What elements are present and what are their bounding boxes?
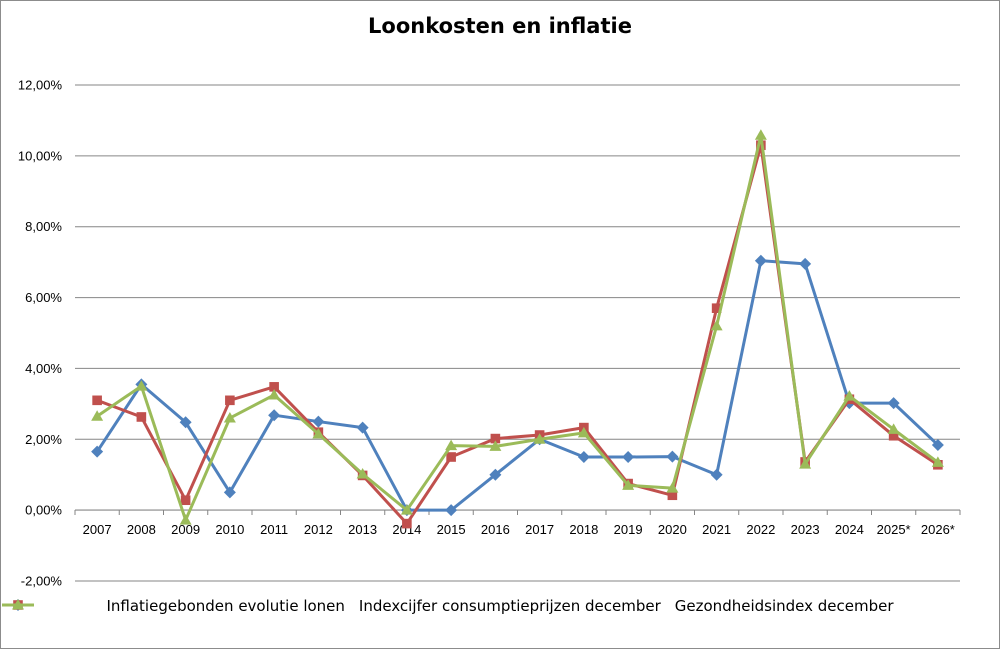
x-tick-label: 2008 [127,522,156,537]
data-point [754,129,767,140]
legend-item: Gezondheidsindex december [2,597,894,615]
data-point [312,427,325,439]
data-point [489,440,502,451]
y-tick-label: 4,00% [25,361,62,376]
x-tick-label: 2015 [437,522,466,537]
x-tick-label: 2026* [921,522,955,537]
data-point [223,412,236,423]
series-lines [91,129,944,529]
data-point [225,395,235,406]
data-point [710,319,723,331]
x-tick-label: 2020 [658,522,687,537]
data-point [180,495,191,506]
data-point [402,518,412,529]
data-point [489,468,502,481]
data-point [666,482,679,493]
x-tick-label: 2024 [835,522,864,537]
data-point [666,450,679,463]
x-tick-label: 2025* [877,522,911,537]
data-point [622,451,635,463]
x-tick-label: 2014 [392,522,421,537]
data-point [888,430,899,441]
data-point [887,397,900,410]
data-point [179,514,192,525]
x-tick-label: 2023 [791,522,820,537]
legend: Inflatiegebonden evolutie lonen Indexcijf… [0,597,1000,615]
legend-item: Inflatiegebonden evolutie lonen [2,597,345,615]
x-tick-label: 2013 [348,522,377,537]
y-tick-label: 0,00% [25,503,62,518]
data-point [799,257,812,270]
series-line [96,133,939,522]
data-point [843,390,856,401]
y-tick-label: 12,00% [18,78,63,93]
x-tick-label: 2009 [171,522,200,537]
data-point [799,458,812,469]
legend-label: Indexcijfer consumptieprijzen december [358,597,661,615]
series-diamond [91,254,944,517]
data-point [223,486,236,499]
data-point [931,456,944,467]
x-tick-label: 2021 [702,522,731,537]
data-point [710,468,723,481]
x-tick-label: 2022 [746,522,775,537]
gridlines [75,84,960,582]
data-point [135,380,148,391]
data-point [931,438,944,451]
series-triangle [91,129,944,525]
data-point [92,395,102,406]
series-line [96,143,939,526]
y-tick-label: -2,00% [21,574,63,589]
data-point [446,452,456,462]
data-point [136,412,147,422]
x-tick-label: 2011 [260,522,288,537]
y-tick-label: 6,00% [25,290,62,305]
legend-label: Gezondheidsindex december [674,597,894,615]
x-tick-label: 2019 [614,522,643,537]
data-point [445,439,458,451]
data-point [91,445,104,458]
data-point [356,421,369,434]
data-point [490,433,501,444]
data-point [754,254,767,267]
data-point [268,389,281,400]
data-point [269,382,279,392]
legend-marker [2,599,34,610]
data-point [667,490,678,501]
data-point [711,303,722,313]
x-tick-label: 2010 [215,522,244,537]
data-point [887,423,900,434]
data-point [577,451,590,463]
data-point [445,504,458,517]
data-point [91,410,104,421]
y-tick-label: 2,00% [25,432,62,447]
data-point [400,504,413,515]
x-tick-label: 2012 [304,522,333,537]
legend-label: Inflatiegebonden evolutie lonen [106,597,345,615]
data-point [179,416,192,429]
data-point [356,468,369,479]
legend-item: Indexcijfer consumptieprijzen december [2,597,661,615]
x-tick-label: 2017 [525,522,554,537]
data-point [312,415,325,428]
legend-symbol [12,599,24,610]
data-point [577,426,590,438]
x-axis-ticks: 2007 2008 2009 2010 2011 2012 2013 2014 2015 2016… [74,510,961,537]
x-tick-label: 2016 [481,522,510,537]
data-point [622,479,635,490]
x-tick-label: 2007 [83,522,112,537]
series-line [95,259,939,512]
x-tick-label: 2018 [569,522,598,537]
y-tick-label: 8,00% [25,219,62,234]
y-axis-ticks: -2,00% 0,00% 2,00% 4,00% 6,00% 8,00% 10,00% 12,… [18,78,63,589]
series-square [92,140,943,529]
data-point [533,433,546,444]
y-tick-label: 10,00% [18,148,63,163]
data-point [268,409,281,422]
chart-title: Loonkosten en inflatie [368,14,632,38]
